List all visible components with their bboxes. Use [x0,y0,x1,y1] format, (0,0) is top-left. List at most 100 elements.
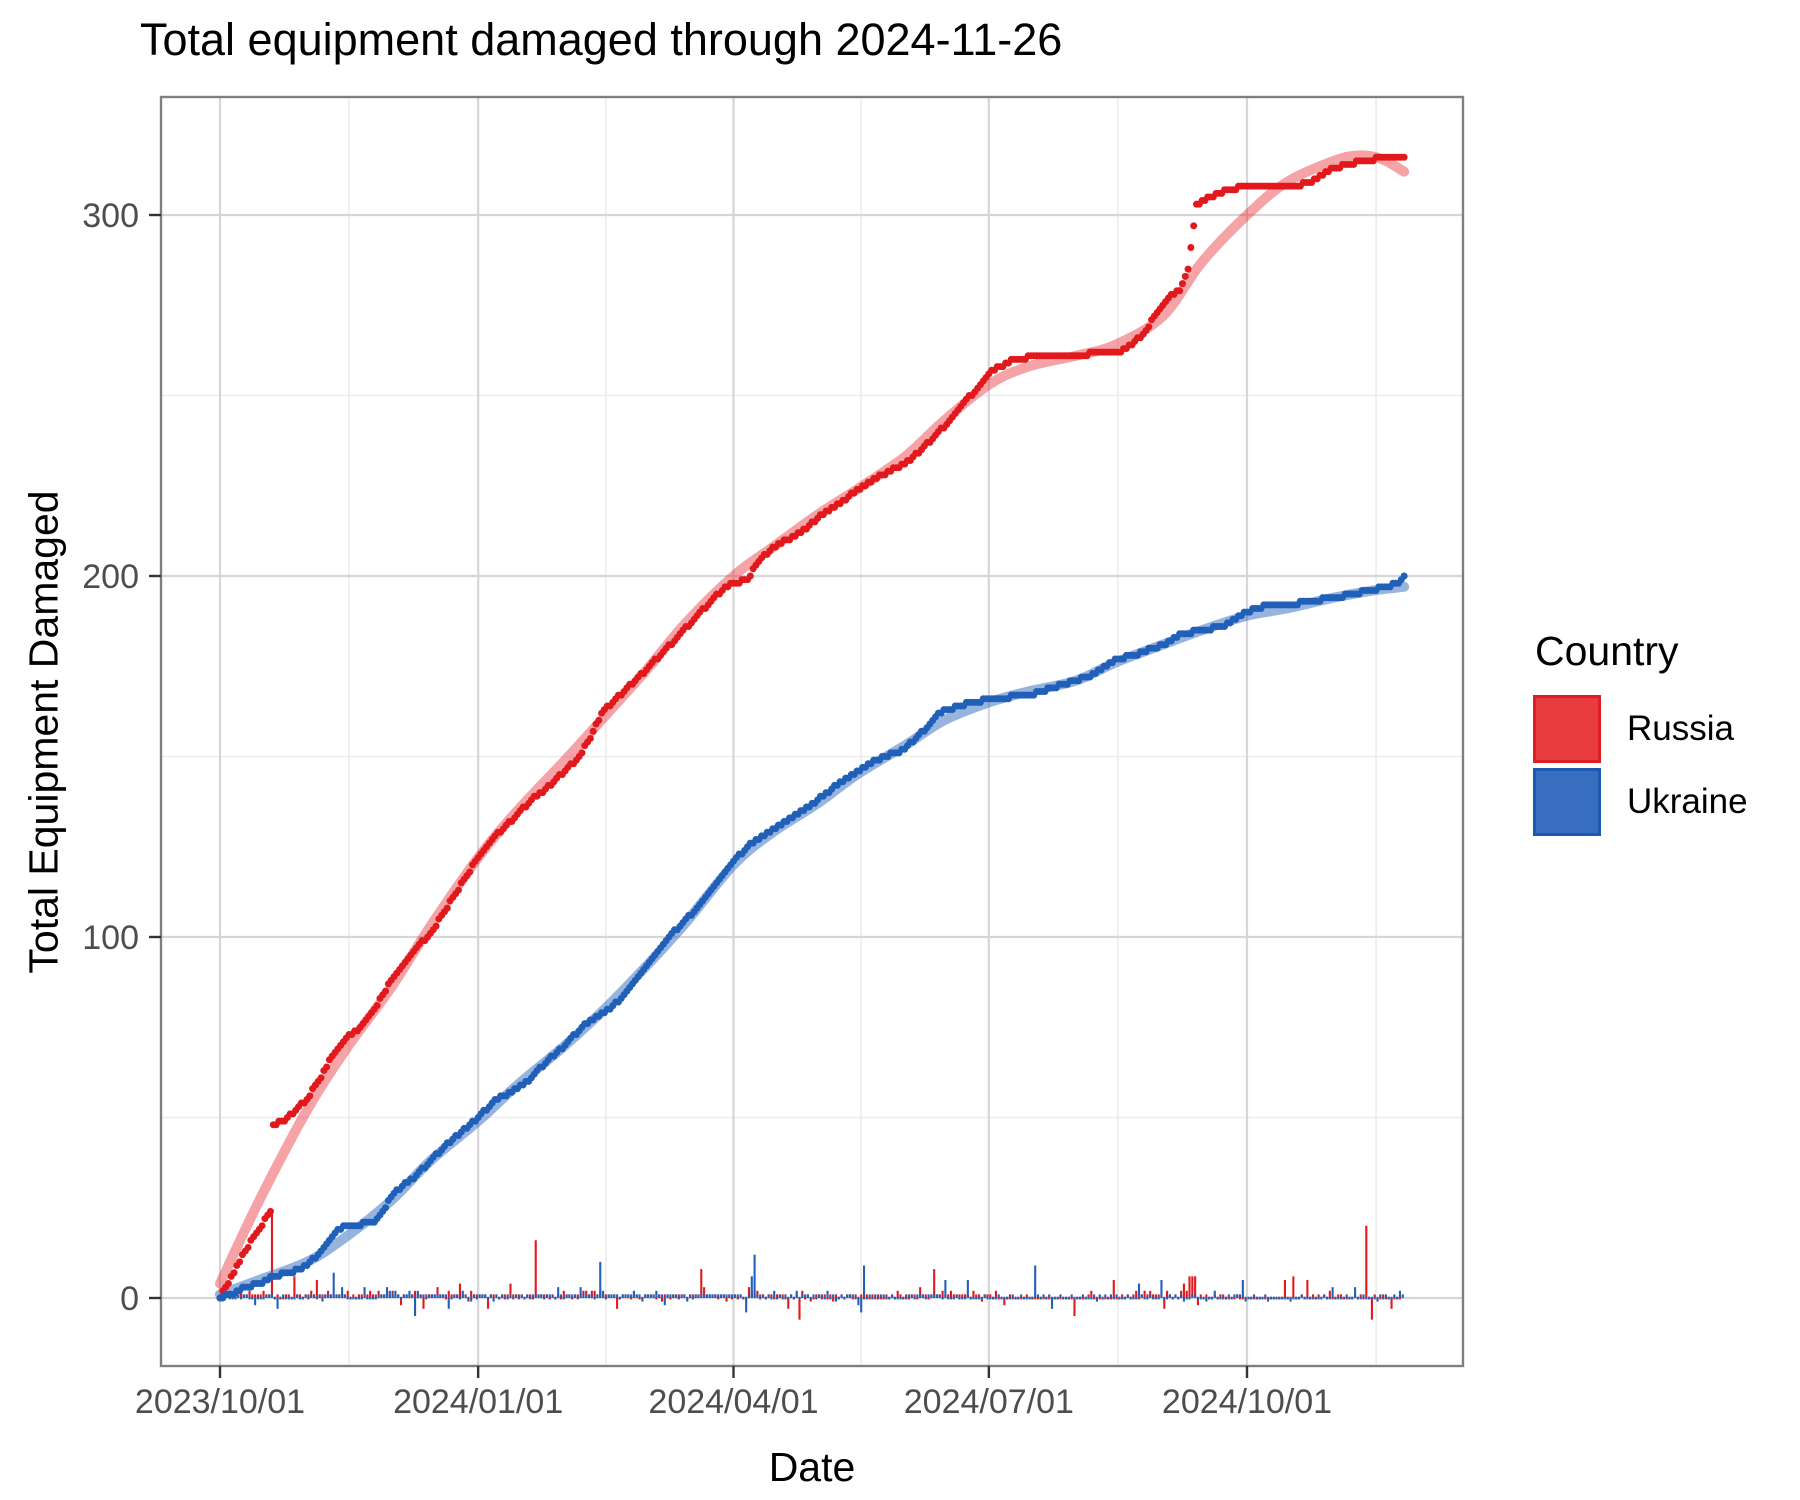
bar-daily-ukraine [916,1294,919,1298]
bar-daily-russia [444,1296,447,1300]
bar-daily-russia [868,1296,871,1300]
bar-daily-ukraine [907,1294,910,1298]
bar-daily-ukraine [966,1279,969,1298]
bar-daily-ukraine [686,1298,689,1302]
bar-daily-russia [1317,1294,1320,1298]
bar-daily-russia [677,1294,680,1298]
bar-daily-ukraine [405,1294,408,1298]
bar-daily-russia [885,1294,888,1298]
bar-daily-russia [259,1294,262,1298]
bar-daily-ukraine [719,1294,722,1298]
bar-daily-ukraine [972,1296,975,1300]
bar-daily-ukraine [1146,1296,1149,1300]
bar-daily-ukraine [1014,1296,1017,1300]
data-point-russia [455,886,463,894]
bar-daily-ukraine [523,1296,526,1300]
bar-daily-ukraine [273,1296,276,1300]
bar-daily-ukraine [1168,1294,1171,1298]
data-point-russia [323,1063,331,1071]
bar-daily-ukraine [1269,1296,1272,1300]
bar-daily-ukraine [543,1296,546,1300]
bar-daily-ukraine [425,1296,428,1300]
bar-daily-russia [509,1283,512,1298]
bar-daily-russia [1345,1296,1348,1300]
bar-daily-russia [933,1269,936,1298]
bar-daily-russia [924,1294,927,1298]
bar-daily-russia [492,1294,495,1298]
bar-daily-ukraine [630,1294,633,1298]
bar-daily-ukraine [823,1296,826,1300]
bar-daily-ukraine [1182,1298,1185,1302]
bar-daily-ukraine [489,1294,492,1298]
bar-daily-russia [414,1290,417,1298]
bar-daily-ukraine [1045,1296,1048,1300]
data-point-russia [1176,287,1184,295]
y-tick-label: 100 [82,919,139,957]
bar-daily-ukraine [644,1294,647,1298]
bar-daily-ukraine [1050,1298,1054,1309]
bar-daily-ukraine [1345,1294,1348,1298]
bar-daily-ukraine [790,1294,793,1298]
bar-daily-ukraine [276,1298,279,1309]
bar-daily-russia [1003,1298,1006,1306]
bar-daily-ukraine [843,1296,846,1300]
bar-daily-ukraine [1244,1298,1247,1302]
bar-daily-ukraine [414,1298,417,1317]
bar-daily-russia [1115,1296,1118,1300]
bar-daily-russia [663,1294,666,1298]
bar-daily-ukraine [1334,1296,1337,1300]
bar-daily-ukraine [714,1294,717,1298]
bar-daily-ukraine [228,1296,231,1300]
bar-daily-ukraine [616,1294,619,1298]
bar-daily-ukraine [750,1276,753,1298]
bar-daily-russia [1238,1296,1242,1300]
bar-daily-ukraine [846,1294,849,1298]
bar-daily-russia [877,1294,880,1298]
bar-daily-russia [1390,1298,1393,1309]
bar-daily-ukraine [745,1298,748,1313]
bar-daily-ukraine [941,1296,944,1300]
bar-daily-russia [1070,1296,1073,1300]
bar-daily-ukraine [279,1296,282,1300]
bar-daily-russia [961,1294,964,1298]
bar-daily-ukraine [251,1296,254,1300]
bar-daily-ukraine [287,1296,290,1300]
panel-border [159,95,1465,1368]
bar-daily-ukraine [949,1296,953,1300]
bar-daily-russia [949,1290,953,1298]
bar-daily-russia [1398,1296,1402,1300]
bar-daily-ukraine [1160,1279,1163,1298]
bar-daily-ukraine [321,1298,324,1302]
bar-daily-russia [630,1296,633,1300]
bar-daily-ukraine [1025,1296,1028,1300]
bar-daily-ukraine [857,1298,860,1306]
bar-daily-ukraine [341,1287,344,1298]
bar-daily-ukraine [573,1294,577,1298]
bar-daily-ukraine [1379,1294,1382,1298]
bar-daily-ukraine [234,1296,237,1300]
bar-daily-russia [638,1296,641,1300]
bar-daily-russia [1087,1294,1090,1298]
y-tick-label: 0 [120,1280,139,1318]
bar-daily-ukraine [551,1294,554,1298]
bar-daily-russia [298,1294,302,1298]
legend-entry-russia: Russia [1533,695,1748,763]
bar-daily-russia [725,1298,728,1302]
bar-daily-ukraine [722,1294,725,1298]
bar-daily-russia [1104,1296,1107,1300]
bar-daily-ukraine [832,1294,835,1298]
bar-daily-russia [475,1294,478,1298]
bar-daily-ukraine [731,1294,734,1298]
bar-daily-ukraine [658,1294,661,1298]
data-point-russia [466,868,474,876]
bar-daily-ukraine [635,1294,638,1298]
bar-daily-russia [543,1294,546,1298]
bar-daily-ukraine [1241,1279,1244,1298]
bar-daily-ukraine [1121,1296,1124,1300]
bar-daily-russia [952,1294,955,1298]
bar-daily-ukraine [1107,1296,1110,1300]
bar-daily-ukraine [338,1294,341,1298]
data-point-russia [443,904,451,912]
bar-daily-ukraine [391,1294,394,1298]
